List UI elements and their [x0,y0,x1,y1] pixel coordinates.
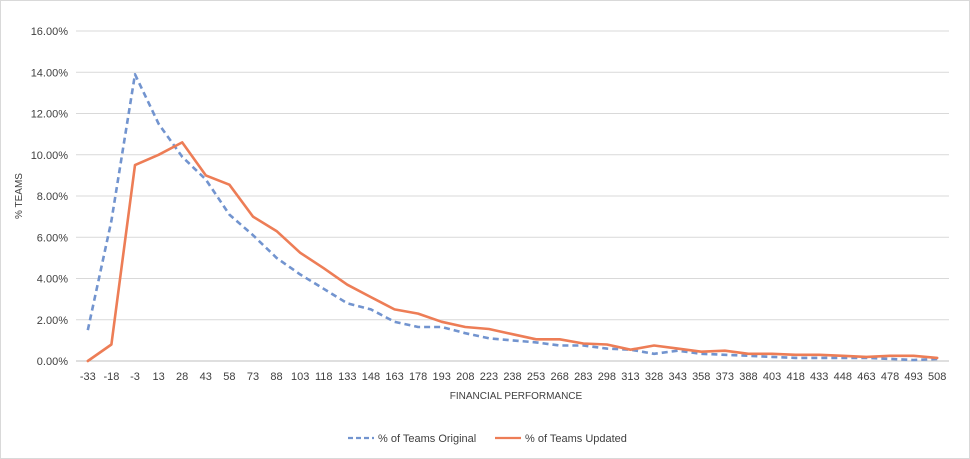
x-tick-label: 103 [291,371,309,383]
x-axis-tick-labels: -33 -18 -3 13 28 43 58 73 88 103 118 133 148 163 178 19… [80,371,947,383]
y-tick-label: 0.00% [37,356,68,368]
x-tick-label: -3 [130,371,140,383]
y-tick-label: 10.00% [31,150,69,162]
x-tick-label: -33 [80,371,96,383]
x-tick-label: 463 [857,371,875,383]
x-tick-label: 58 [223,371,235,383]
x-tick-label: 373 [716,371,734,383]
x-tick-label: 163 [385,371,403,383]
legend-label-original: % of Teams Original [378,433,476,445]
x-tick-label: 298 [598,371,616,383]
x-tick-label: 328 [645,371,663,383]
x-tick-label: -18 [103,371,119,383]
x-tick-label: 253 [527,371,545,383]
x-tick-label: 88 [270,371,282,383]
x-tick-label: 118 [315,371,333,383]
x-tick-label: 403 [763,371,781,383]
x-tick-label: 238 [503,371,521,383]
x-tick-label: 268 [551,371,569,383]
y-tick-label: 14.00% [31,67,69,79]
x-tick-label: 43 [200,371,212,383]
legend-label-updated: % of Teams Updated [525,433,627,445]
x-tick-label: 13 [152,371,164,383]
x-tick-label: 208 [456,371,474,383]
x-tick-label: 223 [480,371,498,383]
y-tick-label: 16.00% [31,26,69,38]
x-tick-label: 73 [247,371,259,383]
series-line-original [86,73,938,362]
x-tick-label: 283 [574,371,592,383]
y-tick-label: 4.00% [37,274,68,286]
x-tick-label: 133 [338,371,356,383]
y-tick-label: 8.00% [37,191,68,203]
y-axis-title: % TEAMS [14,173,25,219]
series-line-updated [86,141,939,363]
y-tick-label: 6.00% [37,232,68,244]
x-tick-label: 493 [904,371,922,383]
x-tick-label: 28 [176,371,188,383]
x-tick-label: 418 [786,371,804,383]
x-tick-label: 193 [433,371,451,383]
x-tick-label: 358 [692,371,710,383]
x-tick-label: 388 [739,371,757,383]
x-tick-label: 148 [362,371,380,383]
x-tick-label: 178 [409,371,427,383]
gridlines [76,30,949,362]
y-axis-tick-labels: 0.00% 2.00% 4.00% 6.00% 8.00% 10.00% 12.00% 14.… [31,26,69,368]
x-tick-label: 313 [621,371,639,383]
y-tick-label: 12.00% [31,109,69,121]
x-tick-label: 343 [668,371,686,383]
legend: % of Teams Original % of Teams Updated [348,433,627,445]
x-tick-label: 478 [881,371,899,383]
x-tick-label: 508 [928,371,946,383]
series-lines [86,73,939,363]
y-tick-label: 2.00% [37,315,68,327]
x-tick-label: 448 [834,371,852,383]
x-tick-label: 433 [810,371,828,383]
x-axis-title: FINANCIAL PERFORMANCE [450,391,583,402]
